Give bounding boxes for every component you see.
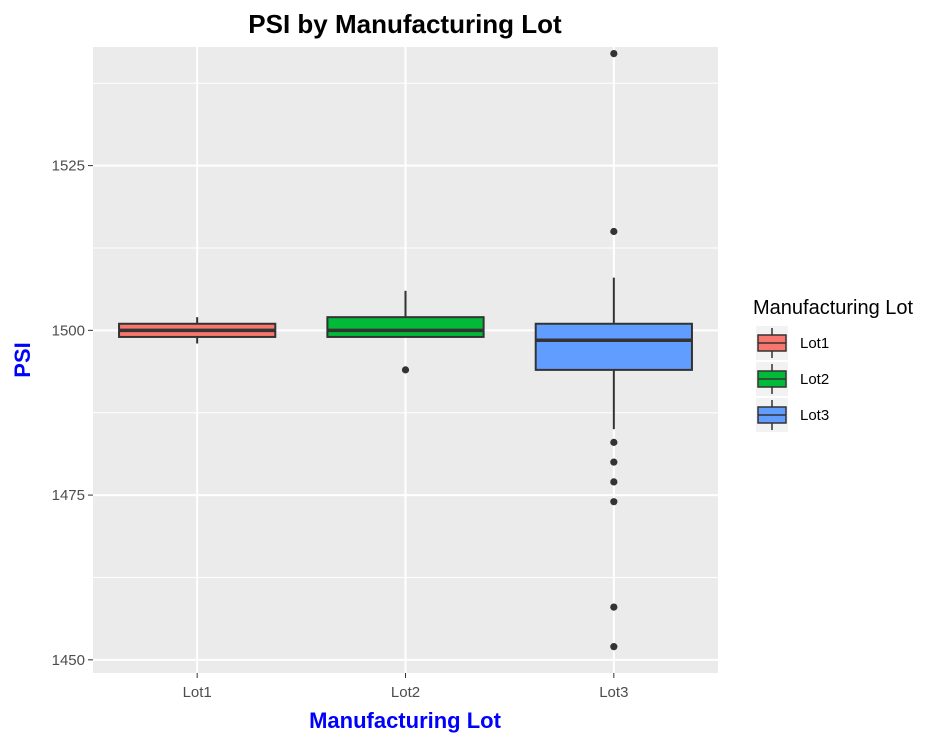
legend-item-lot2: Lot2	[756, 362, 829, 396]
outlier-point	[610, 498, 618, 506]
legend: Manufacturing Lot Lot1 Lot2 Lot3	[753, 297, 914, 432]
outlier-point	[610, 603, 618, 611]
outlier-point	[610, 49, 618, 58]
legend-title: Manufacturing Lot	[753, 297, 914, 319]
x-axis-title: Manufacturing Lot	[309, 708, 502, 733]
outlier-point	[610, 643, 618, 651]
y-tick-label: 1500	[52, 322, 85, 339]
box-lot3	[534, 49, 693, 651]
legend-label: Lot3	[800, 407, 829, 424]
y-tick-label: 1450	[52, 652, 85, 669]
legend-label: Lot1	[800, 335, 829, 352]
legend-item-lot3: Lot3	[756, 398, 829, 432]
chart-title: PSI by Manufacturing Lot	[248, 9, 562, 39]
outlier-point	[401, 366, 410, 374]
outlier-point	[610, 458, 618, 466]
box-lot2	[326, 290, 485, 374]
y-tick-label: 1525	[52, 158, 85, 175]
y-axis-title: PSI	[10, 342, 35, 377]
x-axis: Lot1 Lot2 Lot3	[183, 673, 628, 701]
outlier-point	[610, 478, 618, 486]
outlier-point	[610, 227, 618, 236]
legend-label: Lot2	[800, 371, 829, 388]
outlier-point	[610, 438, 618, 446]
x-tick-label: Lot3	[599, 684, 628, 701]
y-tick-label: 1475	[52, 487, 85, 504]
box-lot1	[118, 317, 277, 344]
x-tick-label: Lot2	[391, 684, 420, 701]
box-body	[326, 316, 485, 338]
y-axis: 1450 1475 1500 1525	[52, 158, 93, 669]
box-body	[534, 322, 693, 371]
x-tick-label: Lot1	[183, 684, 212, 701]
box-series	[118, 49, 693, 651]
legend-item-lot1: Lot1	[756, 326, 829, 360]
